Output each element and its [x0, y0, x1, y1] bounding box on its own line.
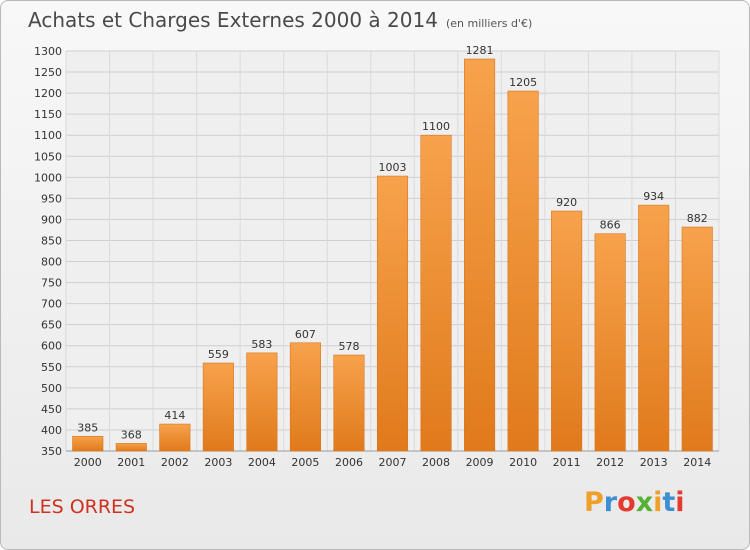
y-tick-label: 1150	[34, 108, 62, 121]
logo-letter: t	[662, 487, 676, 518]
y-tick-label: 950	[41, 192, 62, 205]
x-tick-label: 2011	[553, 456, 581, 469]
y-tick-label: 750	[41, 277, 62, 290]
y-tick-label: 500	[41, 382, 62, 395]
y-tick-label: 900	[41, 213, 62, 226]
label-layer: 350 400 450 500 550 600 650 700 750 800 850 900 950 1…	[34, 44, 711, 469]
data-label: 1281	[466, 44, 494, 57]
y-tick-label: 1050	[34, 150, 62, 163]
bar	[202, 362, 234, 452]
y-tick-label: 600	[41, 340, 62, 353]
x-tick-label: 2000	[74, 456, 102, 469]
x-tick-label: 2003	[204, 456, 232, 469]
x-tick-label: 2008	[422, 456, 450, 469]
x-tick-label: 2010	[509, 456, 537, 469]
bar	[464, 58, 496, 452]
y-tick-label: 850	[41, 234, 62, 247]
logo-letter: o	[617, 487, 636, 518]
x-tick-label: 2014	[683, 456, 711, 469]
bar	[289, 342, 321, 452]
y-tick-label: 1200	[34, 87, 62, 100]
logo-letter: x	[635, 487, 654, 518]
bar	[159, 423, 191, 452]
y-tick-label: 1000	[34, 171, 62, 184]
y-tick-label: 550	[41, 361, 62, 374]
bar	[638, 204, 670, 452]
data-label: 1205	[509, 76, 537, 89]
y-tick-label: 1300	[34, 45, 62, 58]
data-label: 920	[556, 196, 577, 209]
data-label: 882	[687, 212, 708, 225]
bar	[420, 134, 452, 452]
chart-title: Achats et Charges Externes 2000 à 2014 (e…	[28, 8, 532, 32]
x-tick-label: 2006	[335, 456, 363, 469]
proxiti-logo: Proxiti	[584, 487, 685, 518]
data-label: 607	[295, 328, 316, 341]
data-label: 934	[643, 190, 664, 203]
y-tick-label: 450	[41, 403, 62, 416]
bar-layer	[72, 58, 713, 452]
logo-letter: P	[584, 487, 604, 518]
y-tick-label: 650	[41, 319, 62, 332]
data-label: 1003	[379, 161, 407, 174]
data-label: 414	[164, 409, 185, 422]
data-label: 583	[251, 338, 272, 351]
data-label: 578	[338, 340, 359, 353]
y-tick-label: 1250	[34, 66, 62, 79]
data-label: 385	[77, 421, 98, 434]
logo-letter: r	[603, 487, 618, 518]
x-tick-label: 2002	[161, 456, 189, 469]
y-tick-label: 800	[41, 256, 62, 269]
data-label: 559	[208, 348, 229, 361]
bar-chart: 350 400 450 500 550 600 650 700 750 800 850 900 950 1…	[34, 44, 720, 469]
bar	[376, 175, 409, 452]
y-tick-label: 1100	[34, 129, 62, 142]
chart-subtitle: (en milliers d'€)	[445, 17, 533, 30]
y-tick-label: 350	[41, 445, 62, 458]
data-label: 1100	[422, 120, 450, 133]
bar	[115, 443, 147, 452]
bar	[551, 210, 583, 452]
y-tick-label: 400	[41, 424, 62, 437]
y-tick-label: 700	[41, 298, 62, 311]
bar	[333, 354, 365, 452]
x-tick-label: 2005	[291, 456, 319, 469]
commune-name: LES ORRES	[29, 496, 136, 518]
x-tick-label: 2013	[640, 456, 668, 469]
logo-letter: i	[675, 487, 685, 518]
data-label: 368	[121, 428, 142, 441]
bar	[246, 352, 278, 452]
chart-title-text: Achats et Charges Externes 2000 à 2014	[28, 8, 438, 32]
logo-letter: i	[653, 487, 663, 518]
bar	[594, 233, 626, 452]
x-tick-label: 2004	[248, 456, 276, 469]
x-tick-label: 2009	[466, 456, 494, 469]
bar	[681, 226, 713, 452]
bar	[507, 90, 539, 452]
x-tick-label: 2012	[596, 456, 624, 469]
bar	[72, 435, 104, 452]
data-label: 866	[600, 219, 621, 232]
x-tick-label: 2007	[379, 456, 407, 469]
x-tick-label: 2001	[117, 456, 145, 469]
